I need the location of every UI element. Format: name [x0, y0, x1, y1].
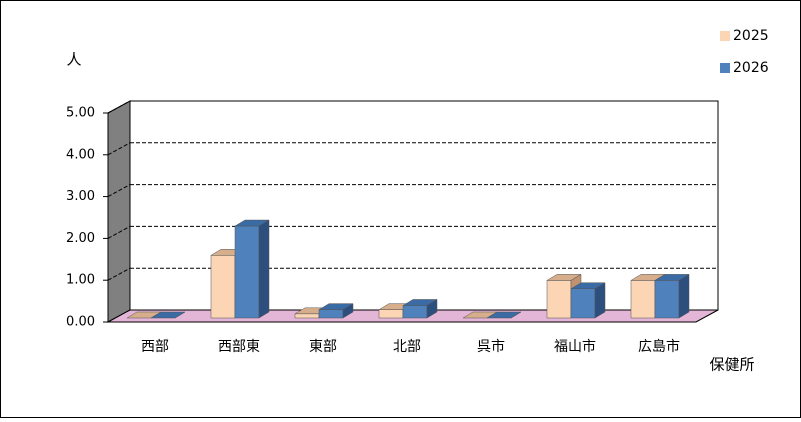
bar-front — [234, 225, 260, 319]
bar-front — [570, 288, 596, 319]
x-tick-label: 西部 — [141, 339, 169, 355]
grid-line — [107, 142, 131, 156]
y-axis-label: 人 — [66, 51, 81, 69]
bar-side — [510, 311, 522, 319]
bar-front — [318, 309, 344, 319]
legend-label: 2025 — [733, 28, 769, 44]
y-tick-label: 3.00 — [66, 189, 95, 204]
bar-front — [654, 280, 680, 319]
x-tick-label: 西部東 — [218, 339, 260, 355]
side-wall — [107, 100, 131, 323]
y-tick-label: 2.00 — [66, 231, 95, 246]
x-axis-label: 保健所 — [709, 356, 754, 374]
y-tick-label: 1.00 — [66, 273, 95, 288]
legend-label: 2026 — [733, 60, 769, 76]
x-tick-label: 広島市 — [638, 338, 680, 355]
bar-side — [426, 299, 438, 319]
bar-front — [546, 280, 572, 319]
bar-side — [678, 273, 690, 319]
legend-swatch — [720, 31, 730, 41]
bar-front — [402, 305, 428, 319]
grid-line — [107, 267, 131, 281]
grid-line — [107, 184, 131, 198]
x-tick-label: 東部 — [309, 339, 337, 355]
bar-front — [378, 309, 404, 319]
y-tick-label: 0.00 — [66, 315, 95, 330]
x-tick-label: 呉市 — [477, 338, 505, 355]
bar-side — [342, 303, 354, 319]
bar-side — [594, 282, 606, 319]
y-tick-label: 4.00 — [66, 147, 95, 162]
bar-front — [630, 280, 656, 319]
bar-side — [174, 311, 186, 319]
bar-front — [294, 313, 320, 319]
x-tick-label: 福山市 — [554, 338, 596, 355]
x-tick-label: 北部 — [393, 339, 421, 355]
y-tick-label: 5.00 — [66, 106, 95, 121]
grid-line — [107, 100, 131, 114]
grid-line — [107, 225, 131, 239]
bar-front — [210, 255, 236, 319]
legend-swatch — [720, 63, 730, 73]
bar-side — [258, 219, 270, 319]
